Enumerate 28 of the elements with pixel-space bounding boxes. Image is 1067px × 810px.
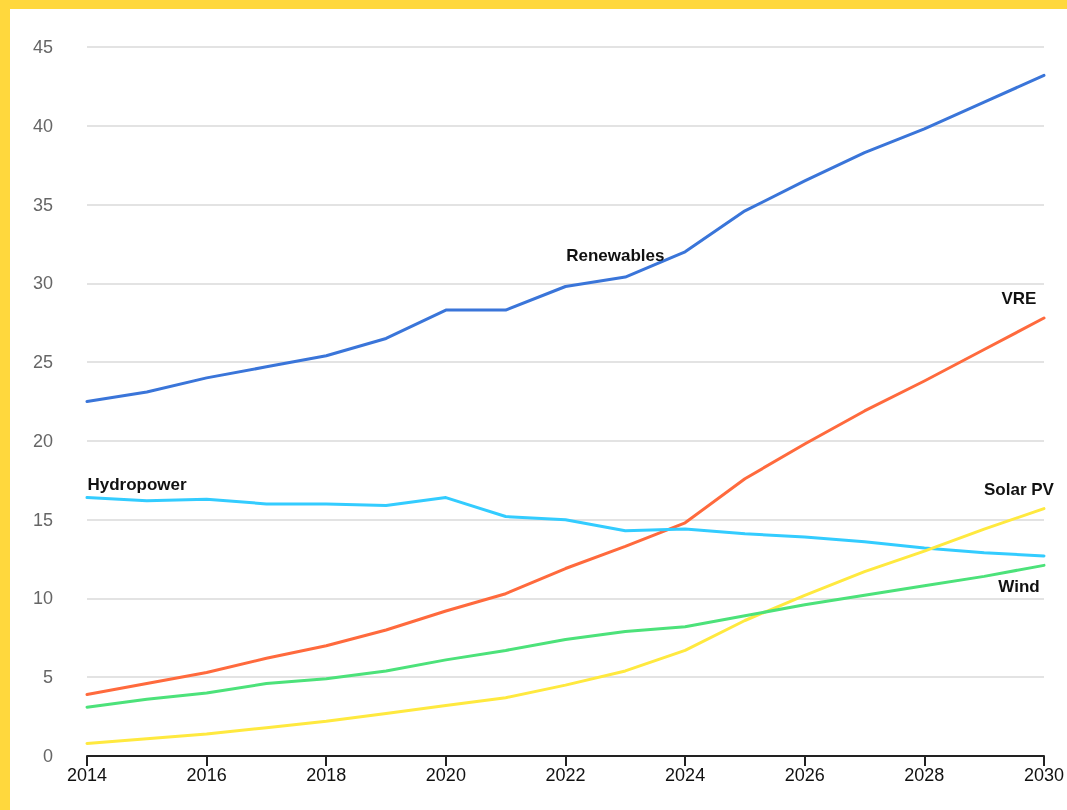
x-tick-label: 2022 [545,765,586,785]
x-tick-label: 2030 [1023,765,1064,785]
y-tick-label: 35 [32,194,53,215]
y-tick-label: 45 [32,37,53,57]
y-tick-label: 0 [42,746,53,766]
x-tick-label: 2016 [186,765,227,785]
line-series [85,507,1046,745]
series-label: VRE [1001,288,1037,308]
x-tick-label: 2020 [425,765,466,785]
y-tick-label: 40 [32,115,53,136]
y-tick-label: 20 [32,430,53,451]
line-series [85,496,1046,558]
line-series [85,563,1046,709]
y-tick-label: 15 [32,509,53,530]
y-tick-label: 25 [32,352,53,373]
series-label: Solar PV [984,479,1055,499]
x-tick-label: 2028 [904,765,945,785]
series-label: Wind [998,577,1040,597]
x-tick-label: 2018 [306,765,347,785]
x-tick-label: 2024 [665,765,706,785]
y-tick-label: 30 [32,273,53,294]
x-tick-label: 2026 [784,765,825,785]
line-series [85,73,1046,403]
x-tick-label: 2014 [66,765,108,785]
y-tick-label: 5 [42,667,53,688]
series-label: Renewables [566,245,665,265]
y-tick-label: 10 [32,588,53,609]
series-label: Hydropower [87,474,187,494]
